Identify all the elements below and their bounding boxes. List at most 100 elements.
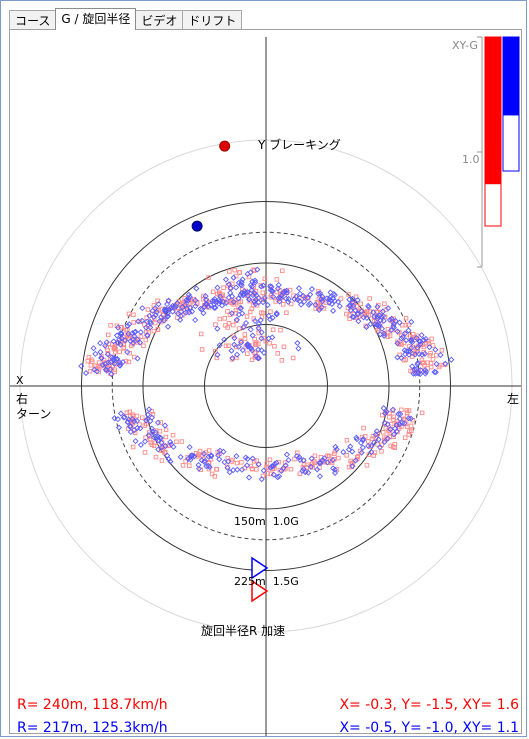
data-point bbox=[178, 308, 185, 315]
data-point bbox=[192, 303, 199, 310]
data-point bbox=[249, 283, 256, 290]
data-point bbox=[233, 316, 240, 323]
data-point bbox=[245, 474, 253, 481]
data-point bbox=[283, 287, 290, 294]
data-point bbox=[254, 266, 261, 273]
data-point bbox=[215, 452, 222, 459]
data-point bbox=[403, 348, 410, 355]
data-point bbox=[164, 452, 171, 459]
data-point bbox=[117, 341, 124, 348]
data-point bbox=[353, 294, 359, 300]
data-point bbox=[105, 359, 112, 366]
data-point bbox=[102, 366, 109, 373]
data-point bbox=[360, 314, 367, 321]
data-point bbox=[423, 368, 430, 375]
data-point bbox=[146, 312, 153, 319]
data-point bbox=[155, 433, 162, 440]
data-point bbox=[237, 305, 244, 312]
data-point bbox=[221, 285, 226, 290]
data-point bbox=[346, 296, 353, 303]
data-point bbox=[235, 311, 242, 318]
data-point bbox=[124, 419, 131, 426]
data-point bbox=[386, 316, 393, 323]
blue-radius-marker bbox=[251, 556, 269, 580]
data-point bbox=[300, 457, 307, 464]
data-point bbox=[126, 311, 132, 317]
data-point bbox=[358, 449, 365, 456]
data-point bbox=[230, 298, 237, 305]
data-point bbox=[214, 466, 219, 472]
data-point bbox=[131, 329, 138, 336]
data-point bbox=[193, 451, 199, 456]
data-point bbox=[398, 335, 405, 342]
data-point bbox=[419, 410, 425, 416]
data-point bbox=[273, 311, 280, 318]
data-point bbox=[295, 345, 302, 352]
data-point bbox=[143, 435, 148, 440]
data-point bbox=[116, 362, 124, 369]
data-point bbox=[126, 359, 132, 365]
data-point bbox=[264, 461, 270, 466]
data-point bbox=[111, 360, 118, 367]
data-point bbox=[260, 310, 266, 316]
data-point bbox=[225, 309, 230, 314]
data-point bbox=[400, 323, 405, 328]
data-point bbox=[116, 359, 123, 367]
data-point bbox=[154, 419, 162, 426]
data-point bbox=[149, 307, 156, 314]
data-point bbox=[187, 453, 194, 461]
data-point bbox=[417, 370, 424, 377]
ring-label-1g: 150m 1.0G bbox=[234, 515, 299, 528]
data-point bbox=[284, 310, 289, 315]
data-point bbox=[316, 459, 323, 466]
data-point bbox=[390, 431, 397, 438]
data-point bbox=[239, 276, 246, 283]
data-point bbox=[267, 464, 274, 471]
data-point bbox=[195, 465, 203, 472]
data-point bbox=[270, 463, 277, 470]
data-point bbox=[167, 458, 174, 465]
data-point bbox=[145, 432, 152, 439]
data-point bbox=[114, 416, 121, 423]
data-point bbox=[97, 340, 104, 347]
data-point bbox=[249, 278, 256, 285]
tab-drift[interactable]: ドリフト bbox=[182, 10, 243, 30]
data-point bbox=[148, 440, 154, 445]
data-point bbox=[417, 338, 424, 345]
data-point bbox=[200, 450, 208, 457]
data-point bbox=[139, 317, 146, 324]
data-point bbox=[165, 297, 172, 304]
data-point bbox=[270, 471, 277, 478]
data-point bbox=[226, 469, 233, 476]
data-point bbox=[185, 454, 190, 460]
data-point bbox=[111, 354, 118, 361]
data-point bbox=[296, 454, 303, 461]
data-point bbox=[208, 452, 215, 459]
data-point bbox=[163, 434, 169, 440]
data-point bbox=[358, 301, 364, 307]
data-point bbox=[225, 325, 230, 330]
data-point bbox=[349, 295, 356, 302]
data-point bbox=[244, 314, 250, 319]
data-point bbox=[143, 417, 150, 424]
data-point bbox=[293, 293, 300, 300]
data-point bbox=[157, 428, 163, 434]
xy-gauge-label: XY-G bbox=[452, 39, 478, 52]
data-point bbox=[344, 453, 349, 458]
data-point bbox=[430, 343, 436, 348]
data-point bbox=[269, 334, 276, 341]
data-point bbox=[395, 339, 400, 345]
data-point bbox=[405, 327, 412, 334]
data-point bbox=[268, 283, 275, 290]
data-point bbox=[99, 353, 104, 359]
data-point bbox=[382, 410, 389, 417]
tab-g-turn-radius[interactable]: G / 旋回半径 bbox=[55, 8, 137, 30]
data-point bbox=[375, 436, 382, 443]
data-point bbox=[240, 324, 247, 331]
data-point bbox=[404, 408, 409, 413]
data-point bbox=[365, 442, 372, 449]
data-point bbox=[380, 330, 388, 337]
data-point bbox=[259, 299, 267, 306]
data-point bbox=[316, 306, 323, 313]
